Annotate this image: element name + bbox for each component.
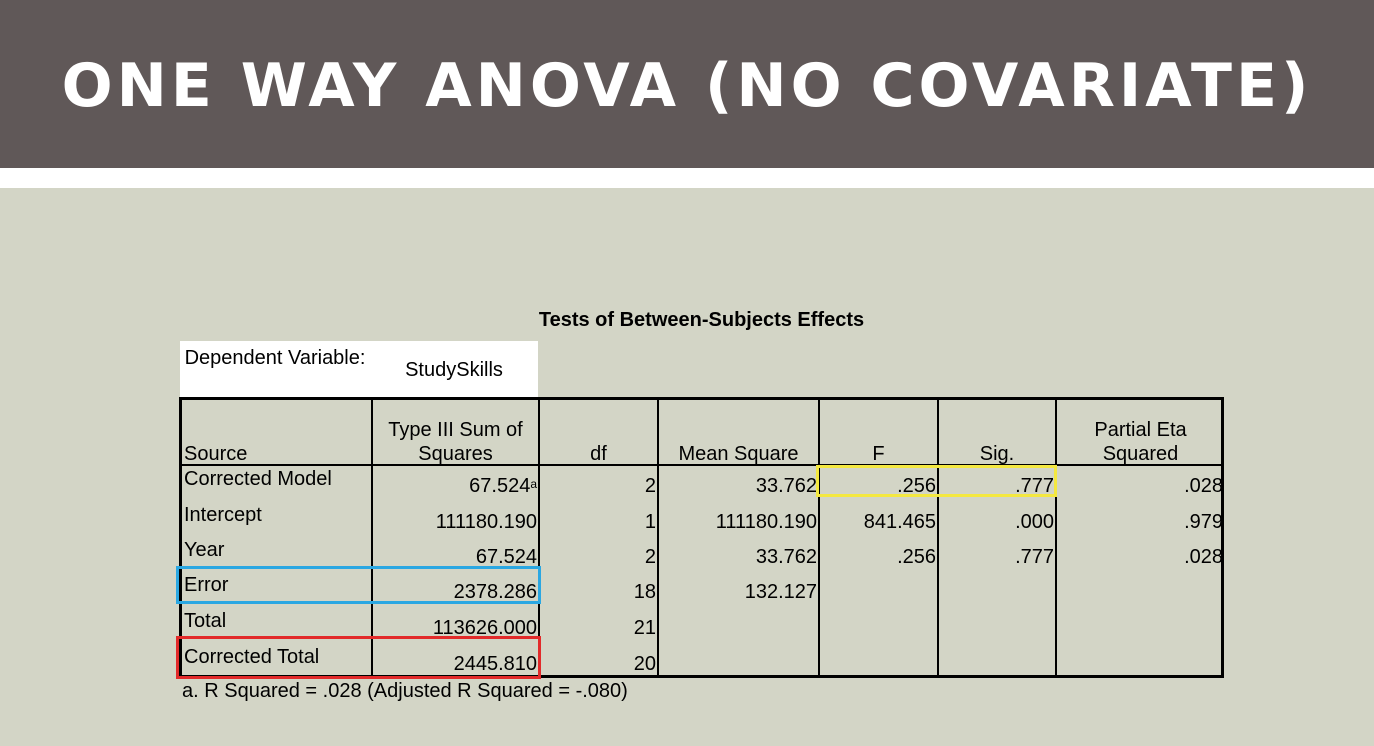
row-df: 2	[644, 475, 656, 497]
header-f: F	[872, 443, 885, 465]
column-divider	[937, 400, 939, 675]
footnote-marker: a	[530, 477, 537, 491]
highlight-corrected-total-box	[176, 636, 541, 679]
slide-title: ONE WAY ANOVA (NO COVARIATE)	[61, 51, 1313, 121]
table-footnote: a. R Squared = .028 (Adjusted R Squared …	[182, 680, 628, 702]
anova-table: Source Type III Sum of Squares df Mean S…	[179, 397, 1224, 678]
row-df: 18	[633, 581, 656, 603]
row-sum-of-squares: 67.524a	[469, 475, 537, 497]
row-df: 2	[644, 546, 656, 568]
header-sum-of-squares-line2: Squares	[418, 443, 493, 465]
header-partial-eta-line2: Squared	[1102, 443, 1179, 465]
column-divider	[657, 400, 659, 675]
row-partial-eta: .979	[1184, 511, 1223, 533]
row-df: 21	[633, 617, 656, 639]
row-source: Year	[184, 539, 225, 561]
row-sig: .000	[1015, 511, 1054, 533]
header-source: Source	[184, 443, 248, 465]
row-f: 841.465	[863, 511, 936, 533]
header-sig: Sig.	[979, 443, 1015, 465]
row-source: Corrected Model	[184, 468, 332, 490]
header-mean-square: Mean Square	[678, 443, 799, 465]
column-divider	[538, 400, 540, 675]
row-partial-eta: .028	[1184, 546, 1223, 568]
row-sum-of-squares: 113626.000	[432, 617, 537, 639]
dependent-variable-label: Dependent Variable:	[184, 347, 366, 369]
highlight-f-sig-box	[816, 465, 1057, 497]
header-divider-line	[182, 464, 1221, 466]
column-divider	[1055, 400, 1057, 675]
row-sum-of-squares: 111180.190	[435, 511, 537, 533]
row-sum-of-squares: 2445.810	[453, 653, 537, 675]
row-sig: .777	[1015, 546, 1054, 568]
column-divider	[371, 400, 373, 675]
column-divider	[818, 400, 820, 675]
dependent-variable-value: StudySkills	[405, 359, 503, 381]
row-source: Error	[184, 574, 229, 596]
row-sig: .777	[1015, 475, 1054, 497]
row-df: 1	[644, 511, 656, 533]
slide-header: ONE WAY ANOVA (NO COVARIATE)	[0, 0, 1374, 168]
row-mean-square: 132.127	[744, 581, 817, 603]
row-mean-square: 33.762	[755, 546, 817, 568]
row-source: Intercept	[184, 504, 262, 526]
header-df: df	[590, 443, 607, 465]
header-sum-of-squares-line1: Type III Sum of	[388, 419, 523, 441]
row-f: .256	[897, 546, 936, 568]
row-mean-square: 111180.190	[715, 511, 817, 533]
row-sum-of-squares: 67.524	[475, 546, 537, 568]
header-partial-eta-line1: Partial Eta	[1094, 419, 1187, 441]
row-mean-square: 33.762	[755, 475, 817, 497]
highlight-error-box	[176, 566, 541, 604]
header-divider	[0, 168, 1374, 188]
row-f: .256	[897, 475, 936, 497]
row-df: 20	[633, 653, 656, 675]
row-sum-of-squares: 2378.286	[453, 581, 537, 603]
dependent-variable-box	[180, 341, 538, 397]
row-partial-eta: .028	[1184, 475, 1223, 497]
row-source: Corrected Total	[184, 646, 320, 668]
row-source: Total	[184, 610, 227, 632]
table-title: Tests of Between-Subjects Effects	[538, 309, 865, 331]
